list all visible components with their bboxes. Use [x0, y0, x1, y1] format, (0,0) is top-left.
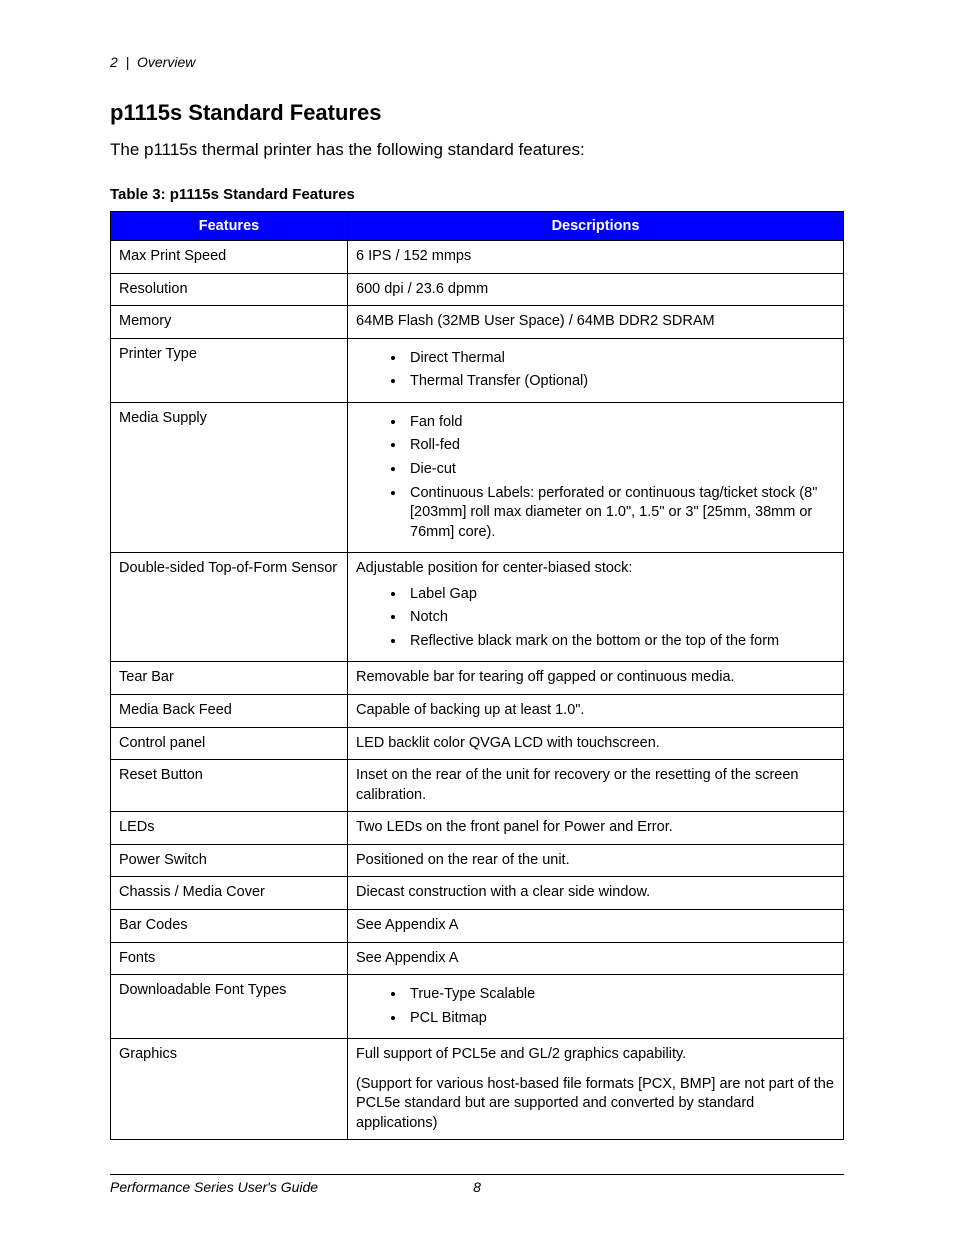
list-item: Die-cut — [406, 460, 835, 480]
description-lead: Adjustable position for center-biased st… — [356, 559, 835, 579]
table-row: Media Supply Fan fold Roll-fed Die-cut Conti… — [111, 402, 844, 552]
list-item: Continuous Labels: perforated or continu… — [406, 484, 835, 543]
description-cell: Adjustable position for center-biased st… — [348, 553, 844, 662]
page-footer: Performance Series User's Guide 8 — [110, 1174, 844, 1195]
table-row: Control panelLED backlit color QVGA LCD … — [111, 727, 844, 760]
description-list: Label Gap Notch Reflective black mark on t… — [356, 585, 835, 652]
table-row: Resolution600 dpi / 23.6 dpmm — [111, 273, 844, 306]
table-header-row: Features Descriptions — [111, 212, 844, 241]
table-row: Tear BarRemovable bar for tearing off ga… — [111, 662, 844, 695]
feature-cell: Media Back Feed — [111, 695, 348, 728]
footer-page-number: 8 — [473, 1179, 481, 1195]
description-cell: Fan fold Roll-fed Die-cut Continuous Labels… — [348, 402, 844, 552]
list-item: Notch — [406, 608, 835, 628]
table-row: Media Back FeedCapable of backing up at … — [111, 695, 844, 728]
list-item: Roll-fed — [406, 436, 835, 456]
description-cell: 6 IPS / 152 mmps — [348, 241, 844, 274]
description-cell: 600 dpi / 23.6 dpmm — [348, 273, 844, 306]
feature-cell: Printer Type — [111, 338, 348, 402]
col-descriptions: Descriptions — [348, 212, 844, 241]
section-title: p1115s Standard Features — [110, 100, 844, 126]
description-cell: True-Type Scalable PCL Bitmap — [348, 975, 844, 1039]
description-paragraph: Full support of PCL5e and GL/2 graphics … — [356, 1045, 835, 1065]
table-row: Downloadable Font TypesTrue-Type Scalabl… — [111, 975, 844, 1039]
table-row: Printer Type Direct Thermal Thermal Transf… — [111, 338, 844, 402]
description-cell: Full support of PCL5e and GL/2 graphics … — [348, 1039, 844, 1140]
chapter-header: 2 | Overview — [110, 54, 844, 70]
col-features: Features — [111, 212, 348, 241]
page: 2 | Overview p1115s Standard Features Th… — [0, 0, 954, 1235]
feature-cell: LEDs — [111, 812, 348, 845]
table-row: Chassis / Media CoverDiecast constructio… — [111, 877, 844, 910]
description-paragraph: (Support for various host-based file for… — [356, 1075, 835, 1134]
list-item: Fan fold — [406, 413, 835, 433]
description-list: Direct Thermal Thermal Transfer (Optional… — [356, 349, 835, 392]
description-cell: Inset on the rear of the unit for recove… — [348, 760, 844, 812]
table-row: LEDsTwo LEDs on the front panel for Powe… — [111, 812, 844, 845]
description-cell: Removable bar for tearing off gapped or … — [348, 662, 844, 695]
list-item: Direct Thermal — [406, 349, 835, 369]
footer-guide: Performance Series User's Guide — [110, 1179, 318, 1195]
table-row: Reset ButtonInset on the rear of the uni… — [111, 760, 844, 812]
list-item: True-Type Scalable — [406, 985, 835, 1005]
feature-cell: Media Supply — [111, 402, 348, 552]
chapter-number: 2 — [110, 54, 118, 70]
table-row: Bar CodesSee Appendix A — [111, 909, 844, 942]
table-row: Graphics Full support of PCL5e and GL/2 g… — [111, 1039, 844, 1140]
feature-cell: Tear Bar — [111, 662, 348, 695]
feature-cell: Reset Button — [111, 760, 348, 812]
table-row: Double-sided Top-of-Form Sensor Adjustabl… — [111, 553, 844, 662]
description-list: True-Type Scalable PCL Bitmap — [356, 985, 835, 1028]
table-caption: Table 3: p1115s Standard Features — [110, 186, 844, 203]
description-list: Fan fold Roll-fed Die-cut Continuous Labels… — [356, 413, 835, 542]
description-cell: Capable of backing up at least 1.0". — [348, 695, 844, 728]
feature-cell: Chassis / Media Cover — [111, 877, 348, 910]
description-cell: See Appendix A — [348, 909, 844, 942]
description-cell: Diecast construction with a clear side w… — [348, 877, 844, 910]
header-sep: | — [126, 54, 130, 70]
feature-cell: Bar Codes — [111, 909, 348, 942]
feature-cell: Fonts — [111, 942, 348, 975]
description-cell: Direct Thermal Thermal Transfer (Optional… — [348, 338, 844, 402]
feature-cell: Double-sided Top-of-Form Sensor — [111, 553, 348, 662]
table-row: Power SwitchPositioned on the rear of th… — [111, 844, 844, 877]
feature-cell: Downloadable Font Types — [111, 975, 348, 1039]
feature-cell: Resolution — [111, 273, 348, 306]
description-cell: 64MB Flash (32MB User Space) / 64MB DDR2… — [348, 306, 844, 339]
table-row: FontsSee Appendix A — [111, 942, 844, 975]
feature-cell: Memory — [111, 306, 348, 339]
description-cell: Two LEDs on the front panel for Power an… — [348, 812, 844, 845]
table-row: Max Print Speed6 IPS / 152 mmps — [111, 241, 844, 274]
feature-cell: Graphics — [111, 1039, 348, 1140]
list-item: Thermal Transfer (Optional) — [406, 372, 835, 392]
table-row: Memory64MB Flash (32MB User Space) / 64M… — [111, 306, 844, 339]
feature-cell: Control panel — [111, 727, 348, 760]
list-item: Reflective black mark on the bottom or t… — [406, 632, 835, 652]
description-cell: Positioned on the rear of the unit. — [348, 844, 844, 877]
feature-cell: Power Switch — [111, 844, 348, 877]
feature-cell: Max Print Speed — [111, 241, 348, 274]
intro-text: The p1115s thermal printer has the follo… — [110, 140, 844, 160]
features-table: Features Descriptions Max Print Speed6 I… — [110, 211, 844, 1140]
list-item: Label Gap — [406, 585, 835, 605]
description-cell: See Appendix A — [348, 942, 844, 975]
description-cell: LED backlit color QVGA LCD with touchscr… — [348, 727, 844, 760]
list-item: PCL Bitmap — [406, 1009, 835, 1029]
chapter-title: Overview — [137, 54, 195, 70]
